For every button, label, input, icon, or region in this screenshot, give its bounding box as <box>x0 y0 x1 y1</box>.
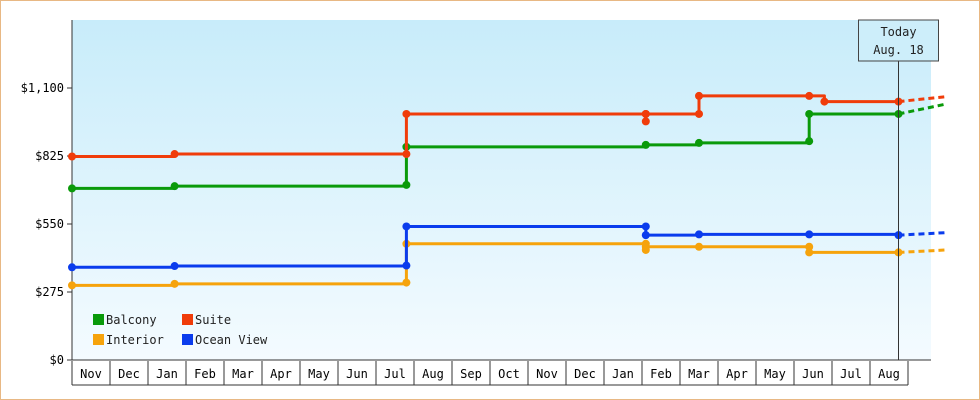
data-point <box>170 279 179 288</box>
today-marker: Today Aug. 18 <box>858 19 939 360</box>
data-point <box>820 97 829 106</box>
legend-swatch <box>182 334 193 345</box>
month-label: May <box>308 367 330 381</box>
data-point <box>805 248 814 257</box>
data-point <box>695 91 703 100</box>
series-suite <box>68 91 947 161</box>
month-label: Feb <box>650 367 672 381</box>
legend-swatch <box>93 334 104 345</box>
data-point <box>805 242 814 251</box>
legend: Balcony Suite Interior Ocean View <box>93 313 268 347</box>
data-point <box>805 91 814 100</box>
data-point <box>170 262 179 271</box>
month-label: May <box>764 367 786 381</box>
data-point <box>695 138 703 147</box>
data-point <box>402 278 411 287</box>
data-point <box>68 263 76 272</box>
legend-label: Interior <box>106 333 164 347</box>
legend-label: Balcony <box>106 313 157 327</box>
month-axis: Nov Dec Jan Feb Mar Apr May Jun Jul Aug Sep Oct Nov D… <box>71 361 909 386</box>
month-label: Jan <box>612 367 634 381</box>
data-point <box>805 109 814 118</box>
y-tick-label: $275 <box>35 285 64 299</box>
month-label: Feb <box>194 367 216 381</box>
data-point <box>402 180 411 189</box>
series-layer <box>68 91 947 290</box>
series-projection <box>898 231 947 237</box>
today-box <box>858 19 939 62</box>
data-point <box>695 109 703 118</box>
month-label: Jan <box>156 367 178 381</box>
month-label: Dec <box>118 367 140 381</box>
axes: $0 $275 $550 $825 $1,100 <box>21 20 931 367</box>
y-tick-label: $0 <box>50 353 64 367</box>
month-label: Aug <box>878 367 900 381</box>
month-label: Nov <box>536 367 558 381</box>
month-label: Jun <box>802 367 824 381</box>
today-date: Aug. 18 <box>873 43 924 57</box>
data-point <box>641 222 650 231</box>
series-interior <box>68 239 947 290</box>
month-label: Oct <box>498 367 520 381</box>
legend-label: Suite <box>195 313 231 327</box>
data-point <box>170 150 179 159</box>
data-point <box>641 231 650 240</box>
y-tick-label: $550 <box>35 217 64 231</box>
data-point <box>402 109 411 118</box>
y-tick-label: $1,100 <box>21 81 64 95</box>
legend-swatch <box>182 314 193 325</box>
month-label: Apr <box>726 367 748 381</box>
data-point <box>805 137 814 146</box>
month-label: Jul <box>384 367 406 381</box>
y-tick-label: $825 <box>35 149 64 163</box>
series-projection <box>898 102 947 116</box>
today-label: Today <box>880 25 916 39</box>
data-point <box>68 184 76 193</box>
legend-label: Ocean View <box>195 333 268 347</box>
month-label: Aug <box>422 367 444 381</box>
data-point <box>402 150 411 159</box>
month-label: Dec <box>574 367 596 381</box>
data-point <box>402 261 411 270</box>
data-point <box>68 281 76 290</box>
data-point <box>641 242 650 251</box>
month-label: Mar <box>688 367 710 381</box>
month-label: Apr <box>270 367 292 381</box>
data-point <box>170 182 179 191</box>
series-projection <box>898 248 947 254</box>
data-point <box>641 109 650 118</box>
data-point <box>805 230 814 239</box>
data-point <box>641 140 650 149</box>
series-ocean-view <box>68 222 947 272</box>
month-label: Jul <box>840 367 862 381</box>
data-point <box>641 117 650 126</box>
plot-background <box>72 20 931 360</box>
month-label: Jun <box>346 367 368 381</box>
data-point <box>402 222 411 231</box>
month-label: Sep <box>460 367 482 381</box>
data-point <box>695 230 703 239</box>
series-projection <box>898 95 947 104</box>
legend-swatch <box>93 314 104 325</box>
data-point <box>68 152 76 161</box>
month-label: Nov <box>80 367 102 381</box>
month-label: Mar <box>232 367 254 381</box>
data-point <box>695 242 703 251</box>
